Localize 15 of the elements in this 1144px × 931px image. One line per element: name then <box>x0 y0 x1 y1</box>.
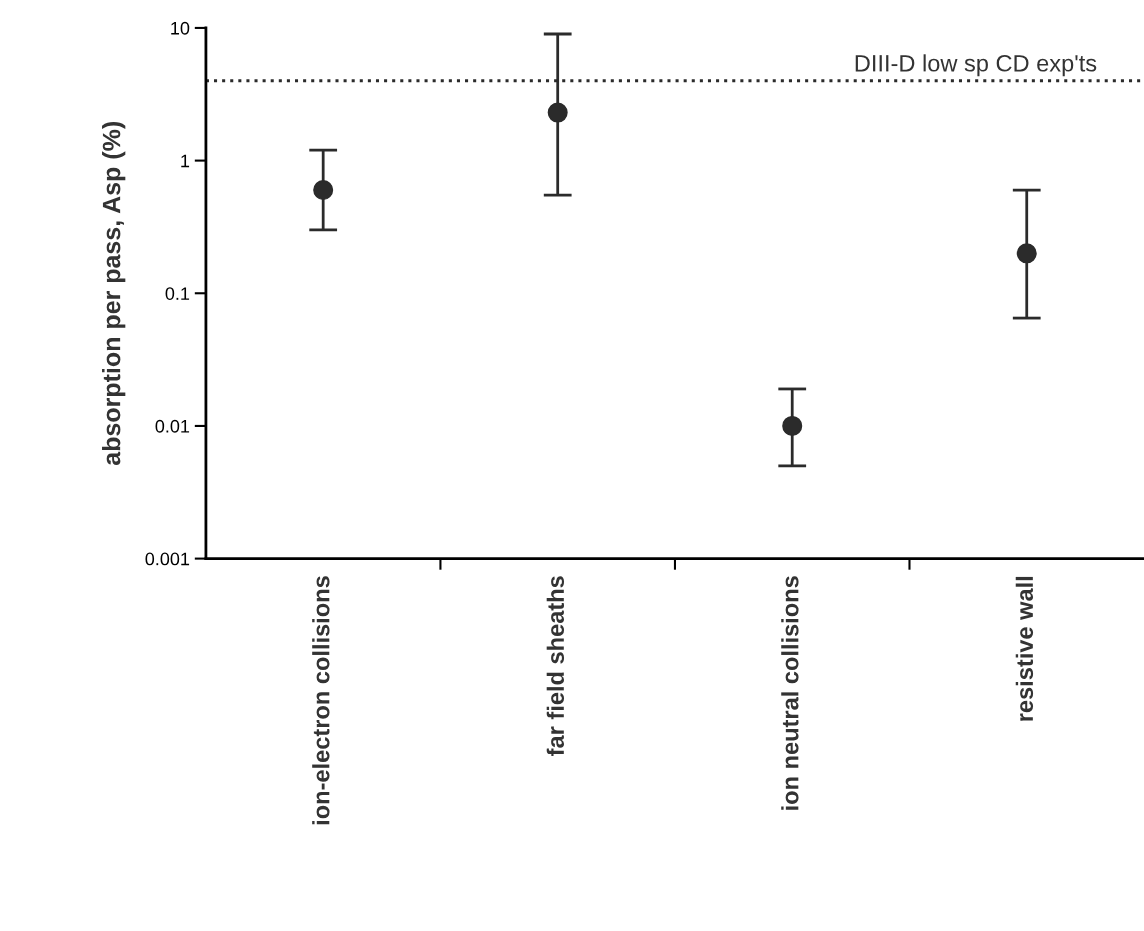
x-tick-label: ion-electron collisions <box>312 576 330 825</box>
y-axis-title: absorption per pass, Asp (%) <box>102 122 126 465</box>
y-tick-label: 0.001 <box>145 552 190 566</box>
y-tick-label: 10 <box>171 21 190 35</box>
point <box>313 180 334 201</box>
point <box>782 415 803 436</box>
point <box>1016 243 1037 264</box>
x-tick-label: ion neutral collisions <box>781 576 799 810</box>
y-tick-label: 0.01 <box>155 419 190 433</box>
point <box>547 102 568 123</box>
x-tick-label: far field sheaths <box>546 576 565 756</box>
y-tick-label: 1 <box>181 154 190 168</box>
ref-line-label: DIII-D low sp CD exp'ts <box>855 54 1097 77</box>
y-tick-label: 0.1 <box>165 287 190 300</box>
x-tick-label: resistive wall <box>1015 576 1034 721</box>
